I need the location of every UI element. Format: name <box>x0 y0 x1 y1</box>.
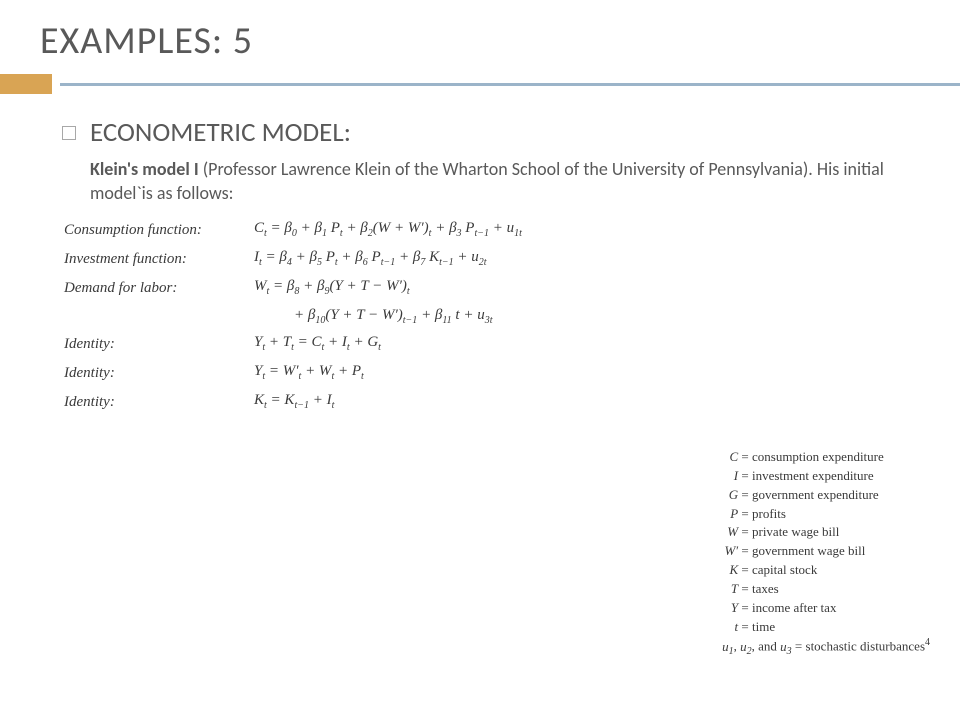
legend-row: t = time <box>722 618 930 637</box>
model-description: Klein's model I (Professor Lawrence Klei… <box>90 157 890 206</box>
legend-row-disturbances: u1, u2, and u3 = stochastic disturbances… <box>722 636 930 659</box>
legend-row: Y = income after tax <box>722 599 930 618</box>
equation-body: Wt = β8 + β9(Y + T − W′)t <box>254 278 410 297</box>
equation-row: Identity:Yt = W′t + Wt + Pt <box>64 363 920 382</box>
equation-body: It = β4 + β5 Pt + β6 Pt−1 + β7 Kt−1 + u2… <box>254 249 487 268</box>
equation-body: Yt + Tt = Ct + It + Gt <box>254 334 381 353</box>
accent-block <box>0 74 52 94</box>
variable-legend: C = consumption expenditureI = investmen… <box>722 448 930 660</box>
equation-row: Demand for labor:Wt = β8 + β9(Y + T − W′… <box>64 278 920 297</box>
equation-body: Ct = β0 + β1 Pt + β2(W + W′)t + β3 Pt−1 … <box>254 220 522 239</box>
equation-label: Investment function: <box>64 249 254 268</box>
bullet-icon <box>62 126 76 140</box>
equation-row: Identity:Kt = Kt−1 + It <box>64 392 920 411</box>
slide: EXAMPLES: 5 ECONOMETRIC MODEL: Klein's m… <box>0 0 960 411</box>
equation-row: Identity:Yt + Tt = Ct + It + Gt <box>64 334 920 353</box>
equation-block: Consumption function:Ct = β0 + β1 Pt + β… <box>64 220 920 411</box>
legend-row: G = government expenditure <box>722 486 930 505</box>
desc-bold: Klein's model I <box>90 158 199 180</box>
econometric-model-heading: ECONOMETRIC MODEL: <box>90 116 351 149</box>
legend-row: T = taxes <box>722 580 930 599</box>
slide-title: EXAMPLES: 5 <box>40 18 920 64</box>
desc-rest: (Professor Lawrence Klein of the Wharton… <box>90 158 884 204</box>
bullet-item: ECONOMETRIC MODEL: <box>62 116 920 149</box>
title-rule <box>0 74 960 94</box>
equation-label: Identity: <box>64 363 254 382</box>
equation-label: Demand for labor: <box>64 278 254 297</box>
legend-row: K = capital stock <box>722 561 930 580</box>
legend-row: P = profits <box>722 505 930 524</box>
equation-body: Kt = Kt−1 + It <box>254 392 334 411</box>
equation-label: Identity: <box>64 334 254 353</box>
legend-row: I = investment expenditure <box>722 467 930 486</box>
equation-row: Investment function:It = β4 + β5 Pt + β6… <box>64 249 920 268</box>
legend-row: W = private wage bill <box>722 523 930 542</box>
equation-label: Consumption function: <box>64 220 254 239</box>
slide-body: ECONOMETRIC MODEL: Klein's model I (Prof… <box>40 116 920 411</box>
legend-row: C = consumption expenditure <box>722 448 930 467</box>
equation-label: Identity: <box>64 392 254 411</box>
equation-row: Consumption function:Ct = β0 + β1 Pt + β… <box>64 220 920 239</box>
rule-line <box>60 83 960 86</box>
equation-continuation: + β10(Y + T − W′)t−1 + β11 t + u3t <box>294 307 920 326</box>
equation-body: Yt = W′t + Wt + Pt <box>254 363 364 382</box>
legend-row: W′ = government wage bill <box>722 542 930 561</box>
